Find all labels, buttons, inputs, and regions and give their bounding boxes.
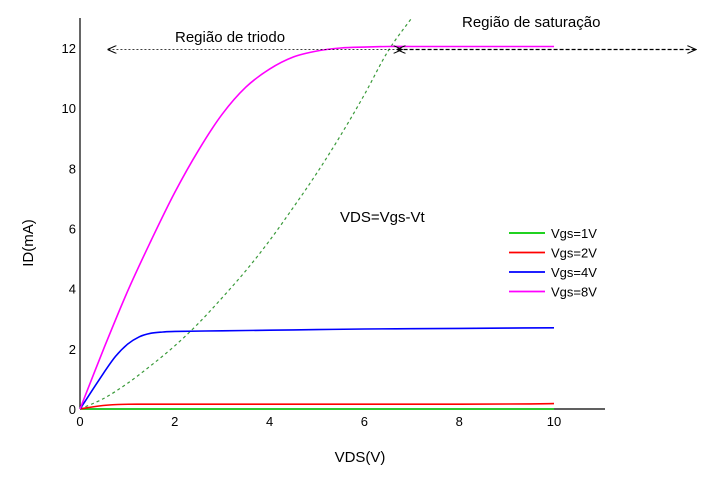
boundary-label: VDS=Vgs-Vt: [340, 209, 425, 226]
x-tick-label: 8: [456, 414, 463, 429]
legend-label: Vgs=8V: [551, 285, 597, 300]
x-tick-label: 4: [266, 414, 273, 429]
y-tick-label: 12: [62, 41, 76, 56]
y-tick-label: 6: [69, 222, 76, 237]
y-tick-label: 2: [69, 342, 76, 357]
x-tick-label: 6: [361, 414, 368, 429]
series-line-vgs-4v: [79, 327, 555, 410]
legend: Vgs=1V Vgs=2V Vgs=4V Vgs=8V: [509, 226, 597, 300]
y-tick-label: 4: [69, 282, 76, 297]
boundary-curve-vds-vgs-vt: [79, 17, 413, 410]
series-line-vgs-2v: [79, 402, 555, 410]
tick-labels: 0 2 4 6 8 10 0 2 4 6 8 10 12: [62, 41, 562, 429]
triode-region-label: Região de triodo: [175, 29, 285, 46]
boundary-curve-layer: [79, 17, 413, 410]
x-tick-label: 10: [547, 414, 561, 429]
legend-label: Vgs=4V: [551, 265, 597, 280]
legend-label: Vgs=2V: [551, 246, 597, 261]
saturation-region-label: Região de saturação: [462, 14, 600, 31]
series-layer: [79, 45, 555, 410]
y-tick-label: 8: [69, 161, 76, 176]
y-tick-label: 10: [62, 101, 76, 116]
x-axis-label: VDS(V): [335, 449, 386, 466]
x-tick-label: 2: [171, 414, 178, 429]
legend-label: Vgs=1V: [551, 226, 597, 241]
y-tick-label: 0: [69, 402, 76, 417]
y-axis-label: ID(mA): [20, 219, 37, 267]
series-line-vgs-8v: [79, 45, 554, 410]
x-tick-label: 0: [76, 414, 83, 429]
